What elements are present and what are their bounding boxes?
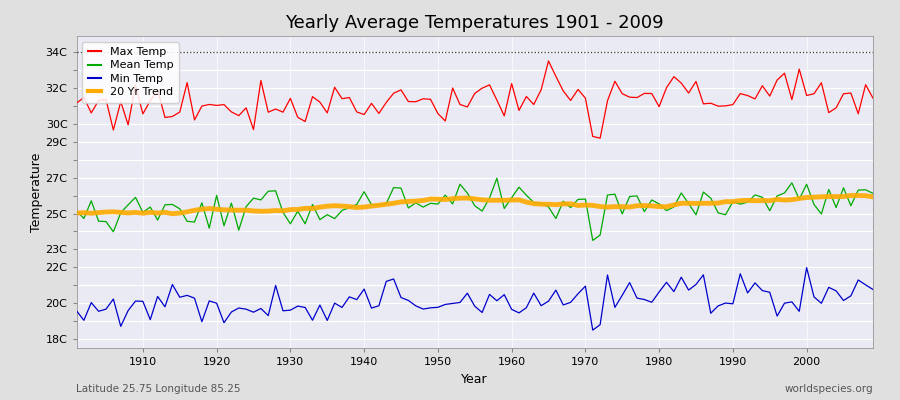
Title: Yearly Average Temperatures 1901 - 2009: Yearly Average Temperatures 1901 - 2009 [285, 14, 664, 32]
Y-axis label: Temperature: Temperature [30, 152, 42, 232]
Legend: Max Temp, Mean Temp, Min Temp, 20 Yr Trend: Max Temp, Mean Temp, Min Temp, 20 Yr Tre… [82, 42, 179, 103]
Text: worldspecies.org: worldspecies.org [785, 384, 873, 394]
X-axis label: Year: Year [462, 372, 488, 386]
Text: Latitude 25.75 Longitude 85.25: Latitude 25.75 Longitude 85.25 [76, 384, 241, 394]
